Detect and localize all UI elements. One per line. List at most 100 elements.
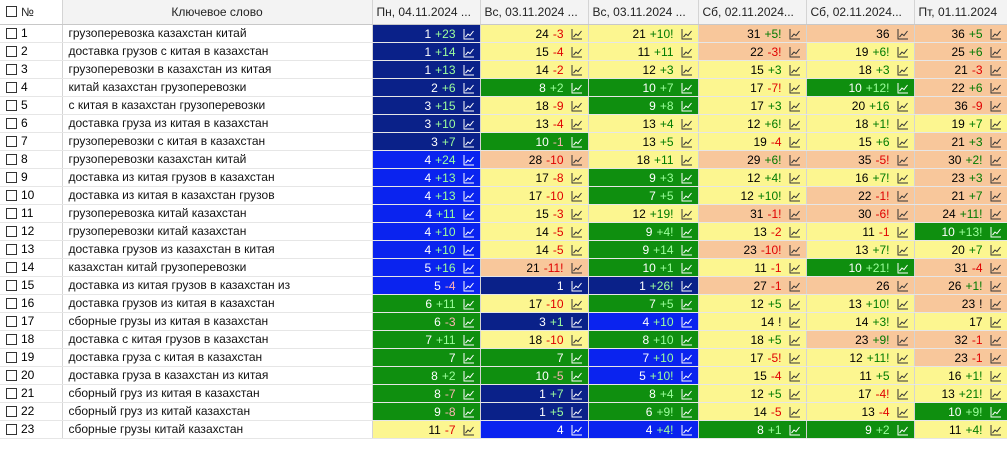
keyword-cell[interactable]: доставка грузов из казахстан в китая — [62, 240, 373, 259]
keyword-cell[interactable]: казахстан китай грузоперевозки — [62, 258, 373, 277]
chart-line-icon[interactable] — [897, 208, 909, 220]
position-cell[interactable]: 1 +13 — [372, 60, 481, 79]
chart-line-icon[interactable] — [463, 370, 475, 382]
position-cell[interactable]: 5 +16 — [372, 258, 481, 277]
chart-line-icon[interactable] — [571, 136, 583, 148]
chart-line-icon[interactable] — [990, 208, 1002, 220]
chart-line-icon[interactable] — [463, 46, 475, 58]
position-cell[interactable]: 21 +7 — [914, 186, 1007, 205]
chart-line-icon[interactable] — [681, 244, 693, 256]
position-cell[interactable]: 12 +3 — [588, 60, 699, 79]
row-num-cell[interactable]: 23 — [0, 420, 63, 439]
position-cell[interactable]: 16 +7! — [806, 168, 915, 187]
position-cell[interactable]: 9 +8 — [588, 96, 699, 115]
chart-line-icon[interactable] — [463, 100, 475, 112]
chart-line-icon[interactable] — [681, 406, 693, 418]
row-checkbox[interactable] — [6, 64, 17, 75]
position-cell[interactable]: 19 -4 — [698, 132, 807, 151]
row-checkbox[interactable] — [6, 316, 17, 327]
chart-line-icon[interactable] — [897, 28, 909, 40]
position-cell[interactable]: 13 +5 — [588, 132, 699, 151]
chart-line-icon[interactable] — [463, 82, 475, 94]
position-cell[interactable]: 10 +21! — [806, 258, 915, 277]
position-cell[interactable]: 36 — [806, 24, 915, 43]
position-cell[interactable]: 12 +6! — [698, 114, 807, 133]
row-checkbox[interactable] — [6, 82, 17, 93]
row-num-cell[interactable]: 1 — [0, 24, 63, 43]
row-checkbox[interactable] — [6, 424, 17, 435]
chart-line-icon[interactable] — [463, 64, 475, 76]
chart-line-icon[interactable] — [789, 190, 801, 202]
chart-line-icon[interactable] — [463, 118, 475, 130]
chart-line-icon[interactable] — [990, 388, 1002, 400]
chart-line-icon[interactable] — [897, 406, 909, 418]
position-cell[interactable]: 17 -8 — [480, 168, 589, 187]
position-cell[interactable]: 17 — [914, 312, 1007, 331]
chart-line-icon[interactable] — [897, 136, 909, 148]
chart-line-icon[interactable] — [681, 370, 693, 382]
row-num-cell[interactable]: 10 — [0, 186, 63, 205]
chart-line-icon[interactable] — [463, 352, 475, 364]
header-date[interactable]: Сб, 02.11.2024... — [805, 0, 915, 25]
row-num-cell[interactable]: 18 — [0, 330, 63, 349]
keyword-cell[interactable]: сборные грузы из китая в казахстан — [62, 312, 373, 331]
chart-line-icon[interactable] — [789, 334, 801, 346]
table-row[interactable]: 15 доставка из китая грузов в казахстан и… — [0, 276, 1007, 295]
position-cell[interactable]: 7 +5 — [588, 294, 699, 313]
position-cell[interactable]: 7 +10 — [588, 348, 699, 367]
position-cell[interactable]: 36 +5 — [914, 24, 1007, 43]
chart-line-icon[interactable] — [789, 262, 801, 274]
position-cell[interactable]: 20 +16 — [806, 96, 915, 115]
position-cell[interactable]: 4 +11 — [372, 204, 481, 223]
position-cell[interactable]: 7 +11 — [372, 330, 481, 349]
position-cell[interactable]: 12 +4! — [698, 168, 807, 187]
row-num-cell[interactable]: 12 — [0, 222, 63, 241]
position-cell[interactable]: 5 +10! — [588, 366, 699, 385]
position-cell[interactable]: 1 +23 — [372, 24, 481, 43]
position-cell[interactable]: 31 -4 — [914, 258, 1007, 277]
keyword-cell[interactable]: грузоперевозки китай казахстан — [62, 222, 373, 241]
chart-line-icon[interactable] — [571, 352, 583, 364]
keyword-cell[interactable]: доставка груза в казахстан из китая — [62, 366, 373, 385]
row-checkbox[interactable] — [6, 154, 17, 165]
chart-line-icon[interactable] — [571, 406, 583, 418]
chart-line-icon[interactable] — [681, 64, 693, 76]
position-cell[interactable]: 19 +6! — [806, 42, 915, 61]
position-cell[interactable]: 1 — [480, 276, 589, 295]
chart-line-icon[interactable] — [571, 280, 583, 292]
position-cell[interactable]: 3 +1 — [480, 312, 589, 331]
position-cell[interactable]: 25 +6 — [914, 42, 1007, 61]
chart-line-icon[interactable] — [789, 388, 801, 400]
position-cell[interactable]: 21 +10! — [588, 24, 699, 43]
table-row[interactable]: 5 с китая в казахстан грузоперевозки 3 +15 1… — [0, 96, 1007, 115]
position-cell[interactable]: 14 -2 — [480, 60, 589, 79]
chart-line-icon[interactable] — [681, 262, 693, 274]
position-cell[interactable]: 8 +2 — [372, 366, 481, 385]
position-cell[interactable]: 26 — [806, 276, 915, 295]
position-cell[interactable]: 17 +3 — [698, 96, 807, 115]
chart-line-icon[interactable] — [571, 388, 583, 400]
row-num-cell[interactable]: 11 — [0, 204, 63, 223]
position-cell[interactable]: 18 -9 — [480, 96, 589, 115]
row-checkbox[interactable] — [6, 280, 17, 291]
table-row[interactable]: 16 доставка грузов из китая в казахстан 6 +… — [0, 294, 1007, 313]
keyword-cell[interactable]: доставка грузов с китая в казахстан — [62, 42, 373, 61]
row-checkbox[interactable] — [6, 226, 17, 237]
chart-line-icon[interactable] — [990, 190, 1002, 202]
chart-line-icon[interactable] — [463, 208, 475, 220]
table-row[interactable]: 18 доставка с китая грузов в казахстан 7 +1… — [0, 330, 1007, 349]
chart-line-icon[interactable] — [990, 370, 1002, 382]
position-cell[interactable]: 30 +2! — [914, 150, 1007, 169]
chart-line-icon[interactable] — [571, 370, 583, 382]
keyword-cell[interactable]: доставка из китая грузов в казахстан из — [62, 276, 373, 295]
position-cell[interactable]: 14 -5 — [480, 240, 589, 259]
row-checkbox[interactable] — [6, 172, 17, 183]
chart-line-icon[interactable] — [681, 226, 693, 238]
select-all-checkbox[interactable] — [6, 5, 17, 17]
table-row[interactable]: 12 грузоперевозки китай казахстан 4 +10 14 -5… — [0, 222, 1007, 241]
table-row[interactable]: 14 казахстан китай грузоперевозки 5 +16 21 -1… — [0, 258, 1007, 277]
chart-line-icon[interactable] — [681, 280, 693, 292]
row-num-cell[interactable]: 5 — [0, 96, 63, 115]
position-cell[interactable]: 20 +7 — [914, 240, 1007, 259]
chart-line-icon[interactable] — [463, 226, 475, 238]
